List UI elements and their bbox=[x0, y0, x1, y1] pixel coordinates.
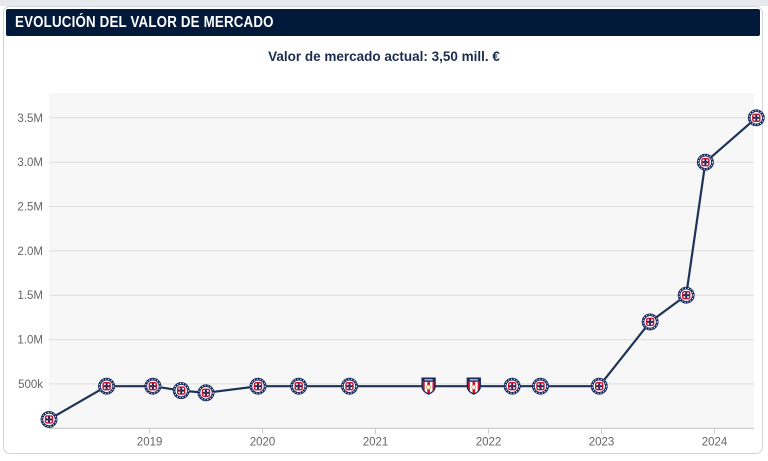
y-axis-label: 2.5M bbox=[17, 202, 43, 214]
club-crest-marker[interactable] bbox=[747, 109, 765, 127]
y-axis-label: 500k bbox=[18, 379, 43, 391]
club-crest-marker[interactable] bbox=[249, 377, 267, 395]
current-value-label: Valor de mercado actual: bbox=[268, 49, 428, 64]
y-axis-label: 3.5M bbox=[17, 113, 43, 125]
x-axis-label: 2023 bbox=[589, 436, 615, 448]
plot-area bbox=[49, 93, 754, 429]
club-crest-marker[interactable] bbox=[503, 377, 521, 395]
card-header: EVOLUCIÓN DEL VALOR DE MERCADO bbox=[6, 9, 760, 36]
card-title: EVOLUCIÓN DEL VALOR DE MERCADO bbox=[15, 13, 274, 31]
club-crest-marker[interactable] bbox=[696, 153, 714, 171]
club-crest-marker[interactable] bbox=[40, 410, 58, 428]
club-crest-marker[interactable] bbox=[590, 377, 608, 395]
y-axis-label: 1.5M bbox=[17, 290, 43, 302]
x-axis-label: 2022 bbox=[476, 436, 502, 448]
current-value-line: Valor de mercado actual: 3,50 mill. € bbox=[0, 49, 768, 64]
club-crest-marker[interactable] bbox=[641, 313, 659, 331]
y-axis-label: 1.0M bbox=[17, 335, 43, 347]
x-axis-label: 2024 bbox=[702, 436, 728, 448]
club-crest-marker[interactable] bbox=[341, 377, 358, 395]
club-crest-marker[interactable] bbox=[290, 377, 308, 395]
club-crest-marker[interactable] bbox=[677, 286, 695, 304]
x-axis-label: 2019 bbox=[137, 436, 163, 448]
y-axis-label: 2.0M bbox=[17, 246, 43, 258]
y-axis-label: 3.0M bbox=[17, 157, 43, 169]
club-crest-marker[interactable] bbox=[144, 377, 162, 395]
page-top-strip bbox=[0, 0, 768, 6]
club-crest-marker[interactable] bbox=[197, 384, 215, 402]
club-crest-marker[interactable] bbox=[421, 377, 436, 395]
current-value: 3,50 mill. € bbox=[431, 49, 500, 64]
x-axis-label: 2021 bbox=[363, 436, 389, 448]
club-crest-marker[interactable] bbox=[98, 377, 116, 395]
club-crest-marker[interactable] bbox=[172, 382, 190, 400]
club-crest-marker[interactable] bbox=[466, 377, 481, 395]
x-axis-label: 2020 bbox=[250, 436, 276, 448]
club-crest-marker[interactable] bbox=[532, 377, 549, 395]
